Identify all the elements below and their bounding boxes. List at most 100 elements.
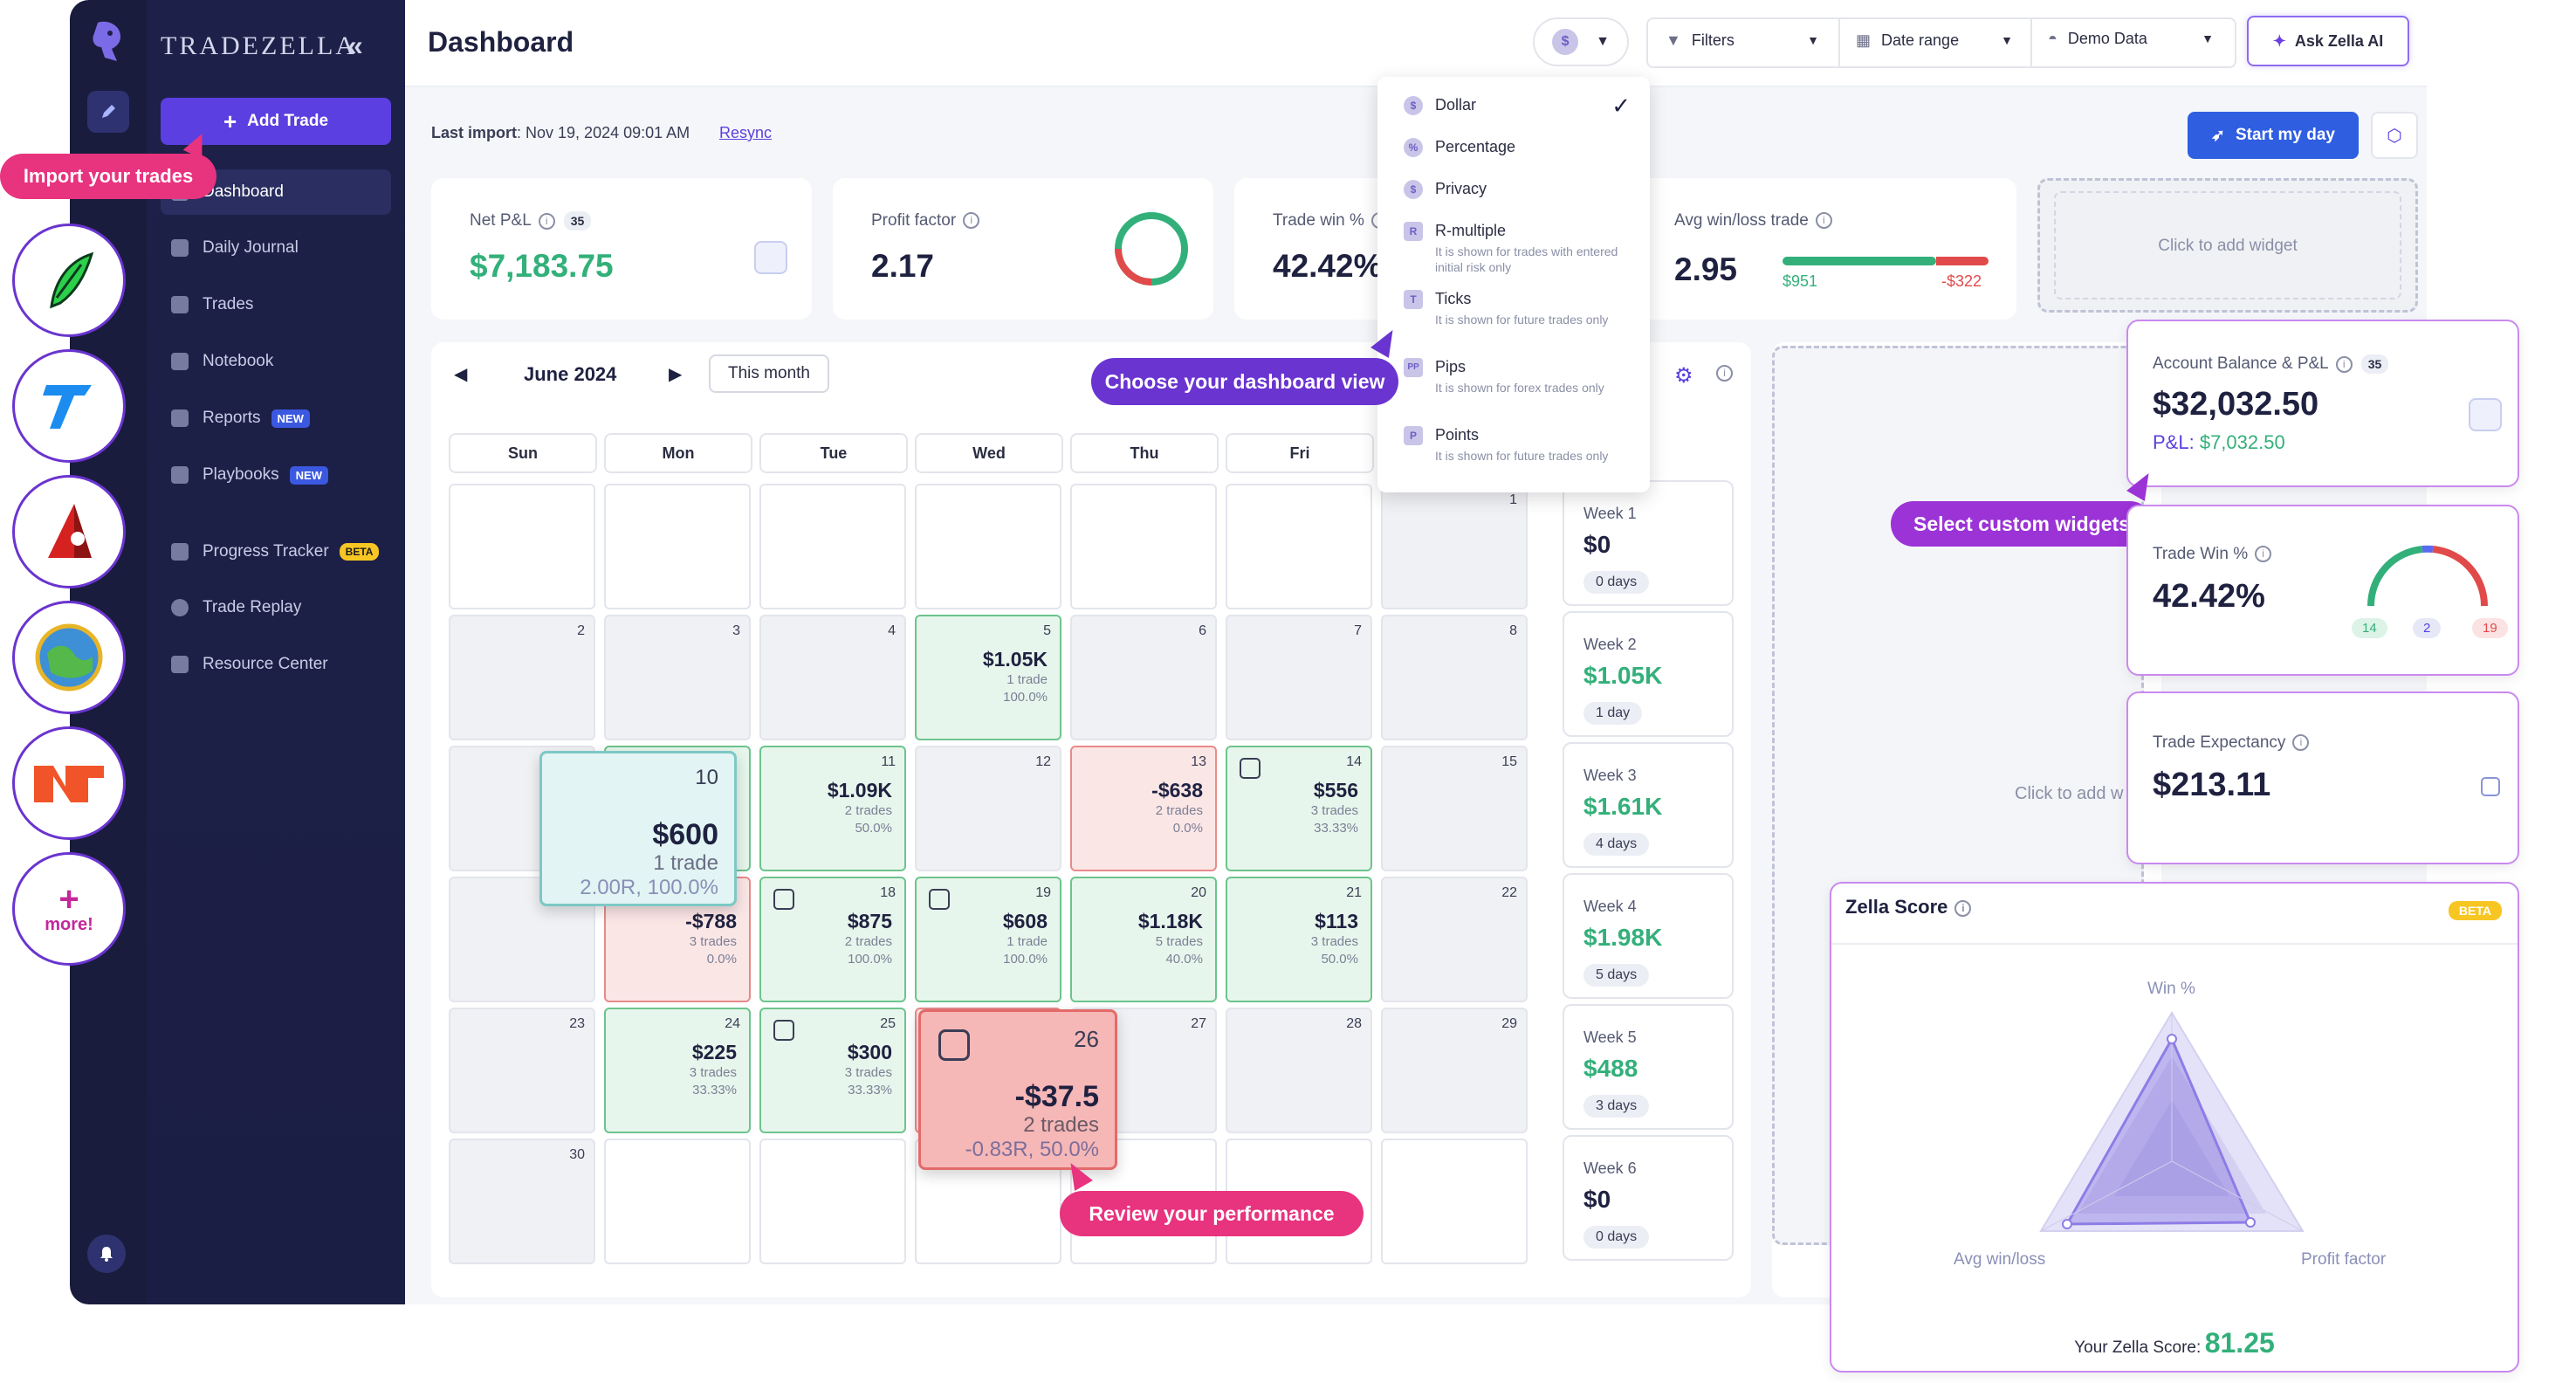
week-summary[interactable]: Week 1 $0 0 days	[1563, 480, 1734, 606]
day-popup-10[interactable]: 10 $600 1 trade 2.00R, 100.0%	[539, 751, 737, 906]
dropdown-item-percentage[interactable]: % Percentage	[1404, 138, 1515, 157]
calendar-day[interactable]: 15	[1381, 746, 1528, 871]
sidebar-item-trades[interactable]: Trades	[171, 286, 253, 324]
sidebar-item-trade-replay[interactable]: Trade Replay	[171, 588, 301, 627]
day-popup-26[interactable]: 26 -$37.5 2 trades -0.83R, 50.0%	[918, 1009, 1117, 1170]
notifications-button[interactable]	[87, 1235, 126, 1273]
journal-note-icon[interactable]	[929, 889, 950, 910]
calendar-day[interactable]: 5 $1.05K 1 trade 100.0%	[915, 615, 1061, 740]
calendar-day[interactable]: 29	[1381, 1008, 1528, 1133]
info-icon[interactable]: i	[2255, 546, 2272, 563]
calendar-day[interactable]: 30	[449, 1139, 595, 1264]
calendar-day[interactable]: 21 $113 3 trades 50.0%	[1226, 877, 1372, 1002]
calendar-day[interactable]: 4	[759, 615, 906, 740]
sidebar-item-playbooks[interactable]: Playbooks NEW	[171, 456, 329, 494]
demo-data-button[interactable]: ◓ Demo Data ▼	[2048, 30, 2214, 48]
calendar-day[interactable]	[604, 484, 751, 609]
sidebar-item-progress-tracker[interactable]: Progress Tracker BETA	[171, 533, 380, 571]
sidebar-item-notebook[interactable]: Notebook	[171, 342, 273, 381]
next-month-icon[interactable]: ▶	[669, 365, 683, 384]
sidebar-item-reports[interactable]: Reports NEW	[171, 399, 310, 437]
calendar-day[interactable]: 6	[1070, 615, 1217, 740]
date-range-button[interactable]: ▦ Date range ▼	[1856, 31, 2013, 50]
week-summary[interactable]: Week 5 $488 3 days	[1563, 1004, 1734, 1130]
dropdown-item-r-multiple[interactable]: R R-multiple It is shown for trades with e…	[1404, 222, 1618, 275]
calendar-day[interactable]: 7	[1226, 615, 1372, 740]
dropdown-item-privacy[interactable]: $ Privacy	[1404, 180, 1487, 199]
calendar-day[interactable]	[1381, 1139, 1528, 1264]
info-icon[interactable]: i	[1954, 899, 1972, 917]
info-icon[interactable]: i	[1716, 365, 1733, 382]
week-summary[interactable]: Week 2 $1.05K 1 day	[1563, 611, 1734, 737]
widgets-cube-button[interactable]: ⬡	[2371, 112, 2418, 159]
prev-month-icon[interactable]: ◀	[454, 365, 468, 384]
calendar-day[interactable]: 13 -$638 2 trades 0.0%	[1070, 746, 1217, 871]
info-icon[interactable]: i	[2292, 734, 2310, 752]
dropdown-item-ticks[interactable]: T Ticks It is shown for future trades only	[1404, 290, 1618, 327]
info-icon[interactable]: i	[1815, 212, 1832, 230]
calendar-day[interactable]: 23	[449, 1008, 595, 1133]
broker-tradovate[interactable]	[12, 349, 126, 463]
calendar-day[interactable]: 19 $608 1 trade 100.0%	[915, 877, 1061, 1002]
resync-link[interactable]: Resync	[719, 124, 773, 141]
dropdown-item-dollar[interactable]: $ Dollar ✓	[1404, 93, 1631, 119]
week-summary[interactable]: Week 3 $1.61K 4 days	[1563, 742, 1734, 868]
broker-metatrader[interactable]	[12, 601, 126, 714]
dropdown-item-pips[interactable]: PP Pips It is shown for forex trades only	[1404, 358, 1618, 396]
currency-select[interactable]: $ ▼	[1533, 17, 1629, 66]
trade-expectancy-widget[interactable]: Trade Expectancy i $213.11	[2126, 692, 2519, 864]
broker-robinhood[interactable]	[12, 224, 126, 337]
chart-toggle-icon[interactable]	[754, 241, 787, 274]
calendar-day[interactable]: 20 $1.18K 5 trades 40.0%	[1070, 877, 1217, 1002]
start-my-day-button[interactable]: ➶ Start my day	[2188, 112, 2359, 159]
calendar-day[interactable]	[915, 484, 1061, 609]
journal-note-icon[interactable]	[773, 1020, 794, 1041]
calendar-day[interactable]: 28	[1226, 1008, 1372, 1133]
calendar-day[interactable]	[449, 484, 595, 609]
zella-score-widget[interactable]: Zella Score i BETA Win % Avg win/loss Pro…	[1830, 882, 2519, 1373]
avg-wl-label-wrap: Avg win/loss trade i	[1674, 211, 1832, 230]
more-brokers-button[interactable]: + more!	[12, 852, 126, 966]
journal-note-icon[interactable]	[1240, 758, 1261, 779]
calendar-day[interactable]: 24 $225 3 trades 33.33%	[604, 1008, 751, 1133]
ask-zella-ai-button[interactable]: ✦ Ask Zella AI	[2247, 16, 2409, 66]
broker-interactive[interactable]	[12, 475, 126, 588]
info-icon[interactable]: i	[2335, 355, 2353, 373]
calendar-day[interactable]: 8	[1381, 615, 1528, 740]
info-icon[interactable]: i	[963, 212, 980, 230]
chart-toggle-icon[interactable]	[2469, 398, 2502, 431]
account-balance-widget[interactable]: Account Balance & P&L i 35 $32,032.50 P&L:…	[2126, 320, 2519, 487]
calendar-day[interactable]	[1226, 484, 1372, 609]
week-summary[interactable]: Week 4 $1.98K 5 days	[1563, 873, 1734, 999]
journal-note-icon[interactable]	[773, 889, 794, 910]
calendar-day[interactable]: 18 $875 2 trades 100.0%	[759, 877, 906, 1002]
calendar-day[interactable]: 12	[915, 746, 1061, 871]
sidebar-item-resource-center[interactable]: Resource Center	[171, 645, 328, 684]
trade-win-widget[interactable]: Trade Win % i 42.42% 14 2 19	[2126, 505, 2519, 676]
calendar-day[interactable]	[759, 1139, 906, 1264]
dropdown-item-points[interactable]: P Points It is shown for future trades onl…	[1404, 426, 1618, 464]
filters-button[interactable]: ▼ Filters ▼	[1666, 31, 1819, 50]
calendar-day[interactable]: 14 $556 3 trades 33.33%	[1226, 746, 1372, 871]
calendar-day[interactable]	[759, 484, 906, 609]
calendar-day[interactable]: 3	[604, 615, 751, 740]
chart-toggle-icon[interactable]	[2481, 777, 2500, 796]
calendar-day[interactable]	[604, 1139, 751, 1264]
info-icon[interactable]: i	[538, 212, 555, 230]
sidebar-item-daily-journal[interactable]: Daily Journal	[171, 229, 299, 267]
calendar-day[interactable]: 2	[449, 615, 595, 740]
calendar-day[interactable]	[1070, 484, 1217, 609]
gear-icon[interactable]: ⚙	[1674, 364, 1693, 388]
this-month-button[interactable]: This month	[709, 354, 829, 393]
broker-ninjatrader[interactable]	[12, 726, 126, 840]
calendar-day[interactable]: 25 $300 3 trades 33.33%	[759, 1008, 906, 1133]
calendar-day[interactable]: 11 $1.09K 2 trades 50.0%	[759, 746, 906, 871]
calendar-day[interactable]: 22	[1381, 877, 1528, 1002]
calendar-day[interactable]: 1	[1381, 484, 1528, 609]
add-widget-slot[interactable]: Click to add widget	[2037, 178, 2418, 313]
collapse-sidebar-icon[interactable]: «	[347, 30, 363, 61]
journal-note-icon[interactable]	[938, 1029, 970, 1061]
edit-button[interactable]	[87, 91, 129, 133]
add-trade-button[interactable]: + Add Trade	[161, 98, 391, 145]
week-summary[interactable]: Week 6 $0 0 days	[1563, 1135, 1734, 1261]
